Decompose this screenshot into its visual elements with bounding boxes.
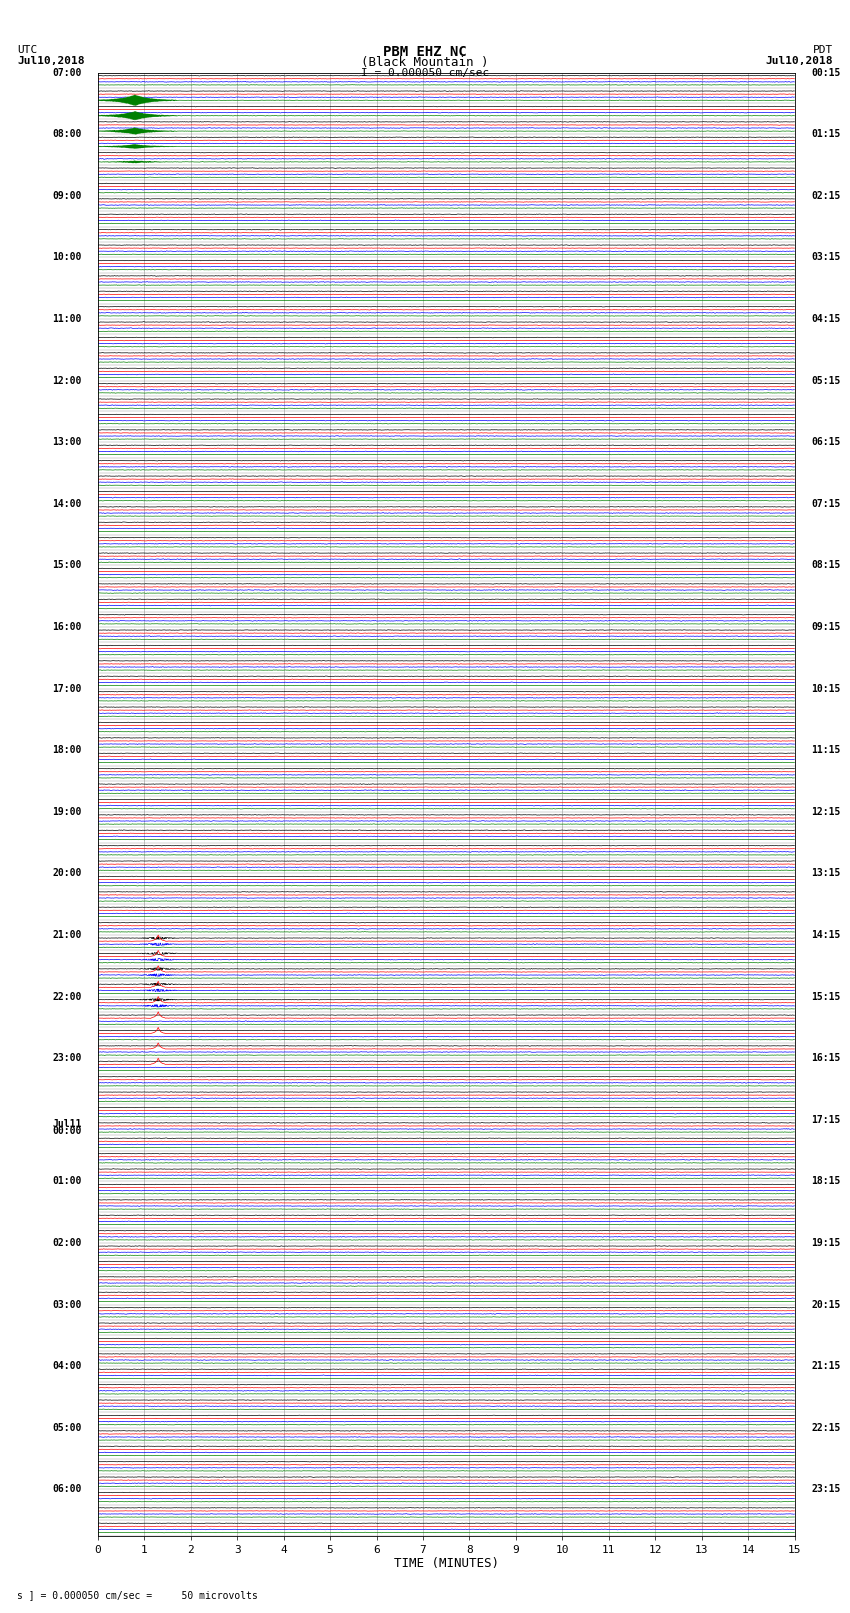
Text: 11:00: 11:00 (52, 315, 82, 324)
Text: 09:00: 09:00 (52, 190, 82, 200)
Text: 00:00: 00:00 (52, 1126, 82, 1136)
Text: 15:00: 15:00 (52, 560, 82, 571)
Text: 18:15: 18:15 (811, 1176, 841, 1187)
Text: 13:15: 13:15 (811, 868, 841, 879)
Text: 03:15: 03:15 (811, 252, 841, 263)
Text: 10:00: 10:00 (52, 252, 82, 263)
Text: UTC: UTC (17, 45, 37, 55)
Text: 22:00: 22:00 (52, 992, 82, 1002)
Text: 04:15: 04:15 (811, 315, 841, 324)
Text: 18:00: 18:00 (52, 745, 82, 755)
Text: 20:15: 20:15 (811, 1300, 841, 1310)
Text: 14:00: 14:00 (52, 498, 82, 508)
Text: 22:15: 22:15 (811, 1423, 841, 1432)
Text: PBM EHZ NC: PBM EHZ NC (383, 45, 467, 60)
Text: 10:15: 10:15 (811, 684, 841, 694)
Text: 11:15: 11:15 (811, 745, 841, 755)
Text: 05:15: 05:15 (811, 376, 841, 386)
Text: 19:00: 19:00 (52, 806, 82, 816)
Text: s ] = 0.000050 cm/sec =     50 microvolts: s ] = 0.000050 cm/sec = 50 microvolts (17, 1590, 258, 1600)
Text: Jul10,2018: Jul10,2018 (766, 56, 833, 66)
Text: 07:15: 07:15 (811, 498, 841, 508)
Text: 21:00: 21:00 (52, 931, 82, 940)
Text: 12:00: 12:00 (52, 376, 82, 386)
Text: 02:00: 02:00 (52, 1239, 82, 1248)
Text: Jul10,2018: Jul10,2018 (17, 56, 84, 66)
Text: 14:15: 14:15 (811, 931, 841, 940)
Text: 05:00: 05:00 (52, 1423, 82, 1432)
Text: 02:15: 02:15 (811, 190, 841, 200)
Text: 00:15: 00:15 (811, 68, 841, 77)
Text: 16:00: 16:00 (52, 623, 82, 632)
Text: 21:15: 21:15 (811, 1361, 841, 1371)
Text: 12:15: 12:15 (811, 806, 841, 816)
Text: 20:00: 20:00 (52, 868, 82, 879)
Text: 07:00: 07:00 (52, 68, 82, 77)
Text: 13:00: 13:00 (52, 437, 82, 447)
Text: 03:00: 03:00 (52, 1300, 82, 1310)
Text: 01:00: 01:00 (52, 1176, 82, 1187)
Text: 09:15: 09:15 (811, 623, 841, 632)
Text: PDT: PDT (813, 45, 833, 55)
Text: 15:15: 15:15 (811, 992, 841, 1002)
Text: (Black Mountain ): (Black Mountain ) (361, 56, 489, 69)
Text: I = 0.000050 cm/sec: I = 0.000050 cm/sec (361, 68, 489, 77)
Text: 04:00: 04:00 (52, 1361, 82, 1371)
Text: 08:00: 08:00 (52, 129, 82, 139)
Text: 16:15: 16:15 (811, 1053, 841, 1063)
X-axis label: TIME (MINUTES): TIME (MINUTES) (394, 1558, 499, 1571)
Text: 23:00: 23:00 (52, 1053, 82, 1063)
Text: 23:15: 23:15 (811, 1484, 841, 1494)
Text: 06:00: 06:00 (52, 1484, 82, 1494)
Text: 01:15: 01:15 (811, 129, 841, 139)
Text: 17:00: 17:00 (52, 684, 82, 694)
Text: Jul11: Jul11 (52, 1119, 82, 1129)
Text: 17:15: 17:15 (811, 1115, 841, 1124)
Text: 19:15: 19:15 (811, 1239, 841, 1248)
Text: 06:15: 06:15 (811, 437, 841, 447)
Text: 08:15: 08:15 (811, 560, 841, 571)
